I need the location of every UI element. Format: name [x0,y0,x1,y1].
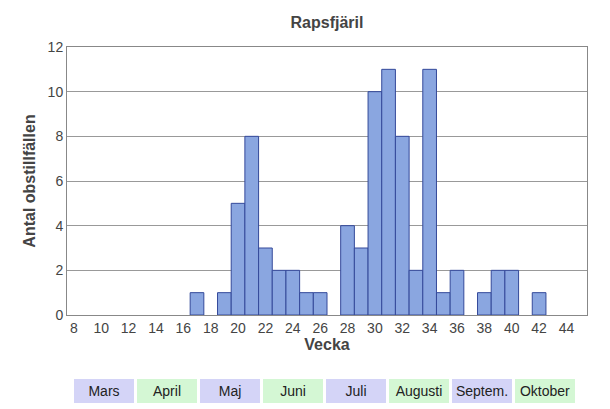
svg-text:12: 12 [48,39,64,55]
svg-text:28: 28 [340,320,356,336]
svg-text:April: April [153,383,181,399]
svg-text:Maj: Maj [219,383,242,399]
svg-text:Juli: Juli [345,383,366,399]
svg-text:30: 30 [367,320,383,336]
svg-text:24: 24 [285,320,301,336]
svg-text:8: 8 [55,128,63,144]
svg-text:20: 20 [230,320,246,336]
svg-text:Juni: Juni [280,383,306,399]
svg-text:2: 2 [55,262,63,278]
svg-text:Vecka: Vecka [304,336,349,353]
svg-text:32: 32 [394,320,410,336]
svg-text:34: 34 [422,320,438,336]
svg-text:22: 22 [258,320,274,336]
svg-text:18: 18 [203,320,219,336]
svg-text:Antal obstillfällen: Antal obstillfällen [21,114,38,247]
svg-text:Oktober: Oktober [520,383,570,399]
svg-text:10: 10 [93,320,109,336]
svg-text:6: 6 [55,173,63,189]
svg-text:16: 16 [176,320,192,336]
svg-text:44: 44 [559,320,575,336]
svg-text:Mars: Mars [88,383,119,399]
svg-text:42: 42 [531,320,547,336]
svg-text:40: 40 [504,320,520,336]
svg-text:26: 26 [312,320,328,336]
svg-text:10: 10 [48,84,64,100]
svg-text:Rapsfjäril: Rapsfjäril [291,14,364,31]
svg-text:4: 4 [55,218,63,234]
svg-text:12: 12 [121,320,137,336]
svg-text:38: 38 [477,320,493,336]
svg-text:14: 14 [148,320,164,336]
svg-text:8: 8 [70,320,78,336]
svg-text:Septem.: Septem. [456,383,508,399]
svg-text:0: 0 [55,307,63,323]
svg-text:Augusti: Augusti [396,383,443,399]
svg-text:36: 36 [449,320,465,336]
